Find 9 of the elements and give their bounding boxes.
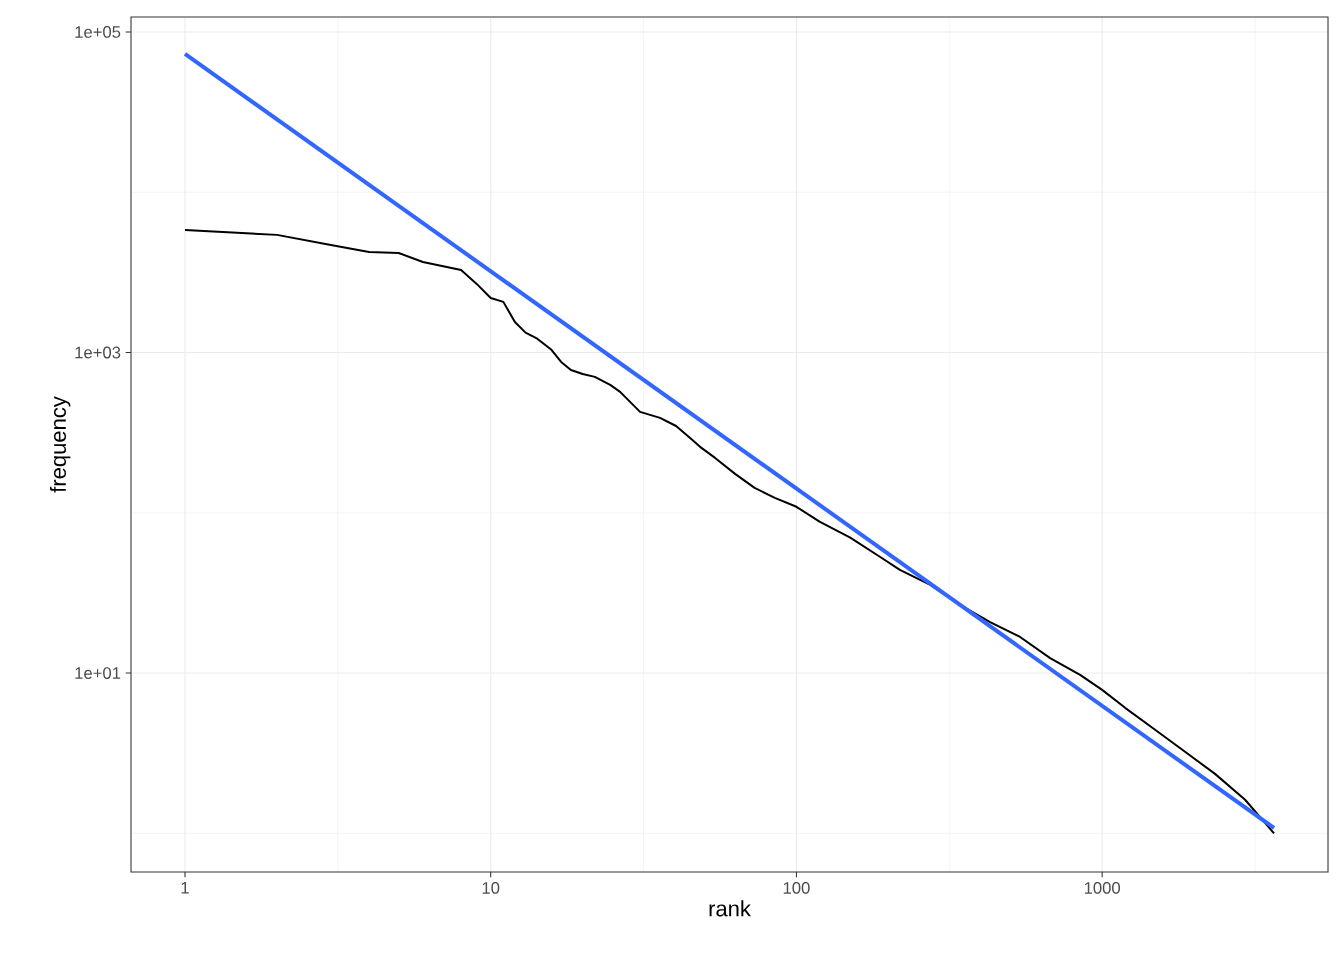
y-axis-title: frequency	[49, 396, 71, 493]
x-tick-label: 100	[783, 881, 810, 894]
x-tick-label: 1	[181, 882, 189, 894]
x-tick-label: 10	[482, 881, 500, 894]
y-tick-label: 1e+01	[75, 667, 121, 679]
x-axis-title: rank	[709, 900, 751, 917]
x-tick-label: 1000	[1084, 881, 1121, 894]
y-tick-label: 1e+03	[75, 346, 121, 359]
y-tick-label: 1e+05	[75, 26, 121, 38]
